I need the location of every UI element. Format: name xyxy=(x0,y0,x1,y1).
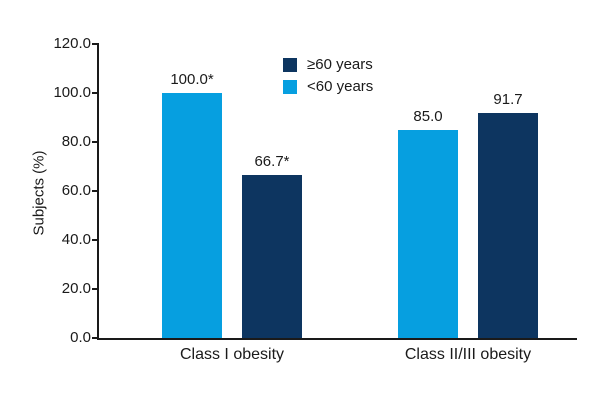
legend-swatch-lt60-icon xyxy=(283,80,297,94)
y-tick-label: 100.0 xyxy=(53,84,91,101)
legend-item-ge60: ≥60 years xyxy=(283,57,373,73)
y-tick-label: 20.0 xyxy=(61,280,91,297)
y-tick-mark xyxy=(92,190,99,192)
bar-value-label-group2-lt60: 85.0 xyxy=(413,107,443,125)
bar-group2-lt60 xyxy=(398,129,458,338)
bar-value-label-group2-ge60: 91.7 xyxy=(493,91,523,109)
legend-item-lt60: <60 years xyxy=(283,79,373,95)
bar-group1-ge60 xyxy=(242,174,302,338)
legend-label-ge60: ≥60 years xyxy=(307,56,373,73)
y-tick-mark xyxy=(92,92,99,94)
y-tick-mark xyxy=(92,337,99,339)
y-tick-mark xyxy=(92,43,99,45)
bar-group1-lt60 xyxy=(162,93,222,338)
y-tick-label: 40.0 xyxy=(61,231,91,248)
y-tick-label: 0.0 xyxy=(70,329,91,346)
bar-group2-ge60 xyxy=(478,113,538,338)
legend-label-lt60: <60 years xyxy=(307,78,374,95)
bar-value-label-group1-ge60: 66.7* xyxy=(254,152,290,170)
y-tick-mark xyxy=(92,288,99,290)
legend: ≥60 years <60 years xyxy=(283,57,373,101)
y-tick-mark xyxy=(92,239,99,241)
category-label-class-i: Class I obesity xyxy=(179,346,285,363)
y-tick-mark xyxy=(92,141,99,143)
y-tick-label: 120.0 xyxy=(53,35,91,52)
y-tick-label: 80.0 xyxy=(61,133,91,150)
bar-value-label-group1-lt60: 100.0* xyxy=(170,71,214,88)
plot-area: 0.0 20.0 40.0 60.0 80.0 100.0 120.0 100.0* 85.0 6… xyxy=(53,35,577,346)
y-tick-label: 60.0 xyxy=(61,182,91,199)
legend-swatch-ge60-icon xyxy=(283,58,297,72)
category-label-class-ii-iii: Class II/III obesity xyxy=(404,346,532,363)
